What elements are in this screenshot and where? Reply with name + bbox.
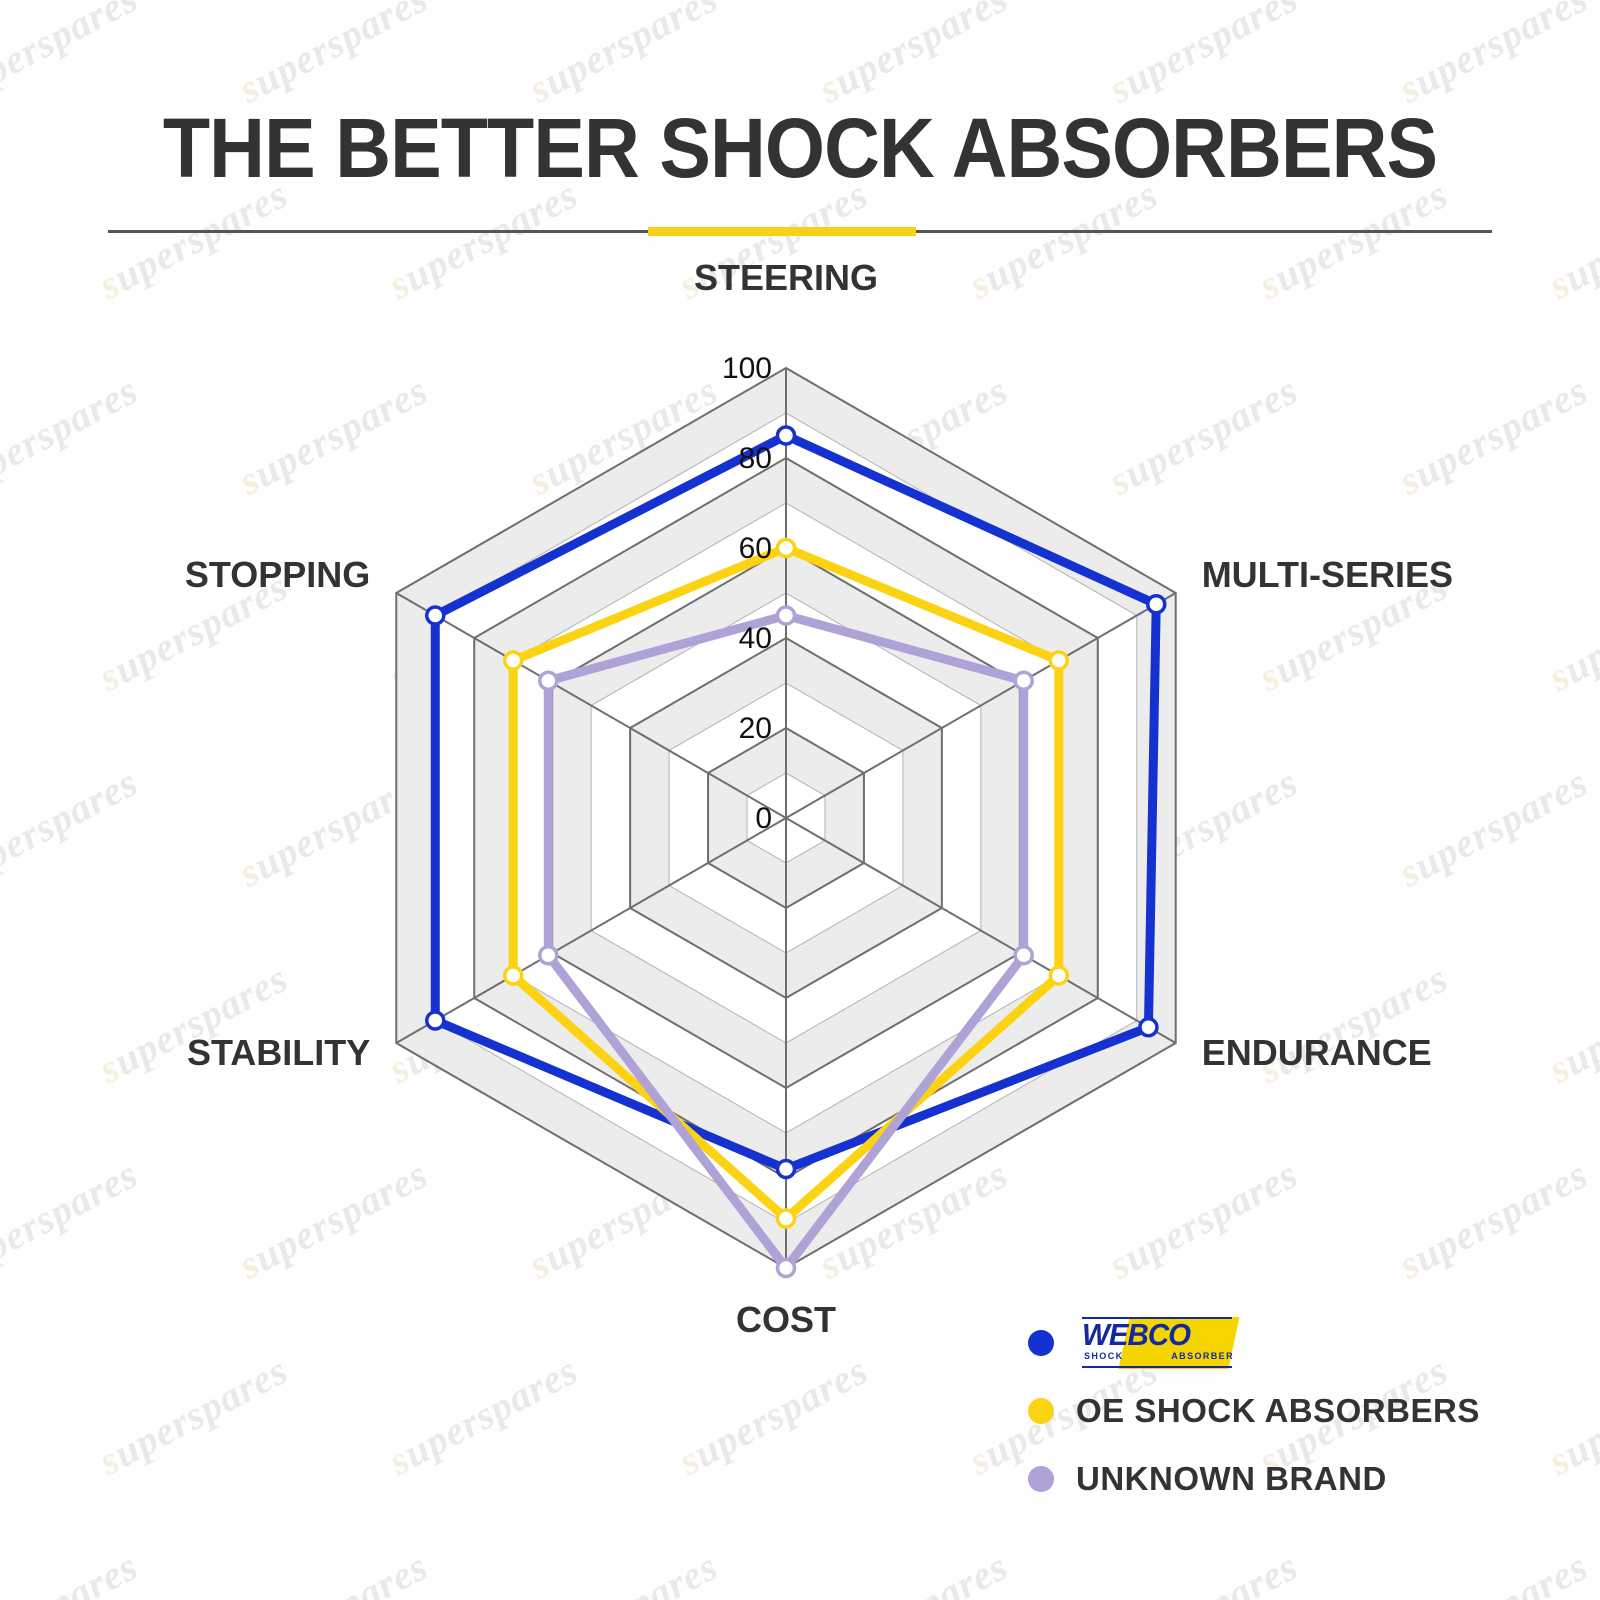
radar-data-point[interactable] — [775, 1257, 797, 1279]
radar-spoke — [395, 817, 787, 1044]
legend-swatch-oe — [1028, 1398, 1054, 1424]
radar-data-point[interactable] — [775, 1208, 797, 1229]
radar-spokes — [395, 368, 1177, 1268]
radar-tick-label: 0 — [755, 802, 772, 835]
radar-data-point[interactable] — [775, 605, 797, 626]
radar-axis-label-cost: COST — [736, 1299, 836, 1340]
page-title: THE BETTER SHOCK ABSORBERS — [162, 101, 1438, 195]
radar-series — [425, 425, 1167, 1279]
webco-tagline-right: ABSORBER — [1171, 1351, 1234, 1361]
radar-data-point[interactable] — [1138, 1017, 1159, 1038]
title-block: THE BETTER SHOCK ABSORBERS — [0, 100, 1600, 196]
radar-data-point[interactable] — [502, 965, 524, 986]
radar-axis-labels: STEERING MULTI-SERIES ENDURANCE COST STABILI… — [185, 257, 1453, 1340]
radar-data-point[interactable] — [502, 650, 524, 671]
radar-data-point[interactable] — [1048, 650, 1070, 671]
radar-data-point[interactable] — [775, 537, 797, 559]
radar-tick-labels: 0 20 40 60 80 100 — [722, 352, 772, 835]
radar-data-point[interactable] — [1013, 670, 1034, 691]
radar-tick-label: 100 — [722, 352, 772, 385]
radar-spoke — [395, 592, 787, 819]
radar-spoke — [785, 592, 1177, 819]
radar-data-point[interactable] — [775, 425, 797, 446]
radar-spoke — [785, 817, 1177, 1044]
radar-data-point[interactable] — [1048, 965, 1070, 986]
webco-logo-rule-bottom — [1082, 1366, 1232, 1368]
legend-swatch-unknown — [1028, 1466, 1054, 1492]
webco-logo-rule-top — [1082, 1317, 1232, 1319]
radar-data-point[interactable] — [1145, 594, 1167, 615]
legend-swatch-webco — [1028, 1330, 1054, 1356]
webco-logo-tagline: SHOCK ABSORBER — [1084, 1351, 1234, 1361]
legend-item-unknown[interactable]: UNKNOWN BRAND — [1028, 1448, 1480, 1510]
radar-data-point[interactable] — [775, 1158, 797, 1180]
radar-tick-label: 20 — [739, 712, 772, 745]
radar-tick-label: 80 — [739, 442, 772, 475]
chart-legend: WEBCO SHOCK ABSORBER OE SHOCK ABSORBERS … — [1028, 1312, 1480, 1516]
radar-tick-label: 40 — [739, 622, 772, 655]
legend-item-oe[interactable]: OE SHOCK ABSORBERS — [1028, 1380, 1480, 1442]
radar-data-point[interactable] — [425, 605, 446, 626]
webco-logo: WEBCO SHOCK ABSORBER — [1076, 1317, 1240, 1369]
radar-data-point[interactable] — [538, 945, 559, 966]
radar-axis-label-stopping: STOPPING — [185, 554, 370, 595]
radar-axis-label-multi-series: MULTI-SERIES — [1202, 554, 1453, 595]
title-divider-accent — [648, 227, 916, 236]
radar-data-point[interactable] — [538, 670, 559, 691]
legend-label-oe: OE SHOCK ABSORBERS — [1076, 1392, 1480, 1429]
radar-axis-label-steering: STEERING — [694, 257, 878, 298]
radar-data-point[interactable] — [425, 1010, 446, 1031]
legend-label-unknown: UNKNOWN BRAND — [1076, 1460, 1387, 1497]
legend-item-webco[interactable]: WEBCO SHOCK ABSORBER — [1028, 1312, 1480, 1374]
radar-axis-label-endurance: ENDURANCE — [1202, 1032, 1432, 1073]
webco-logo-wordmark: WEBCO — [1082, 1317, 1191, 1352]
radar-tick-label: 60 — [739, 532, 772, 565]
radar-axis-label-stability: STABILITY — [187, 1032, 370, 1073]
radar-data-point[interactable] — [1013, 945, 1034, 966]
webco-tagline-left: SHOCK — [1084, 1351, 1124, 1361]
